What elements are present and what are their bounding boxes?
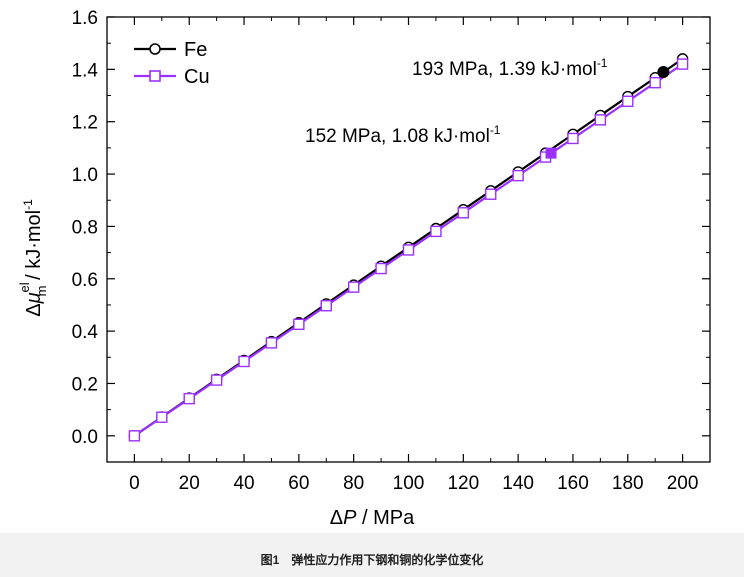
legend: Fe Cu: [134, 39, 210, 88]
y-tick-label: 0.6: [72, 270, 98, 291]
highlight-point-cu: [545, 147, 557, 159]
y-tick-label: 0.4: [72, 322, 99, 343]
highlight-point-fe: [657, 65, 670, 78]
annotation-cu: 152 MPa, 1.08 kJ·mol-1: [305, 123, 501, 147]
x-tick-label: 20: [179, 473, 200, 494]
data-point-cu: [210, 374, 223, 386]
x-tick-label: 0: [129, 473, 140, 494]
y-axis-title: Δμel m / kJ·mol-1: [17, 199, 49, 317]
data-point-cu: [567, 132, 579, 145]
caption-bar: [0, 533, 744, 577]
y-tick-label: 1.6: [72, 8, 98, 29]
data-point-cu: [676, 58, 689, 70]
annotation-fe: 193 MPa, 1.39 kJ·mol-1: [412, 56, 608, 80]
x-tick-label: 160: [557, 473, 589, 494]
data-point-cu: [512, 169, 524, 182]
data-point-cu: [347, 281, 360, 293]
y-tick-label: 1.0: [72, 165, 98, 186]
data-point-cu: [293, 318, 305, 331]
x-tick-label: 100: [393, 473, 425, 494]
data-point-cu: [485, 188, 497, 200]
figure-caption: 图1 弹性应力作用下钢和铜的化学位变化: [260, 553, 484, 567]
data-point-cu: [430, 225, 442, 238]
data-point-cu: [375, 262, 387, 275]
x-tick-label: 40: [233, 473, 254, 494]
x-tick-label: 180: [612, 473, 644, 494]
data-point-cu: [128, 430, 141, 442]
x-tick-label: 200: [667, 473, 699, 494]
data-point-cu: [183, 392, 195, 405]
legend-label-cu: Cu: [184, 66, 210, 88]
x-tick-label: 80: [343, 473, 364, 494]
x-tick-label: 140: [502, 473, 534, 494]
data-point-cu: [594, 114, 607, 126]
x-tick-label: 120: [447, 473, 479, 494]
data-point-cu: [320, 300, 332, 312]
data-point-cu: [622, 95, 634, 107]
data-point-cu: [402, 244, 415, 256]
data-point-cu: [238, 355, 250, 368]
legend-marker-cu: [149, 70, 161, 82]
legend-marker-fe: [149, 43, 161, 55]
chart: 0 20 40 60 80 100 120 140 160 180 200 0.0 0.2 0.4 0.6 0…: [17, 8, 711, 529]
y-tick-label: 0.0: [72, 427, 98, 448]
y-tick-label: 0.2: [72, 374, 98, 395]
data-point-cu: [265, 337, 278, 349]
data-point-cu: [457, 207, 470, 219]
y-tick-label: 0.8: [72, 217, 98, 238]
data-point-cu: [156, 411, 168, 423]
x-axis-title: ΔP / MPa: [330, 507, 415, 529]
x-tick-label: 60: [288, 473, 309, 494]
data-point-cu: [649, 77, 661, 89]
y-tick-label: 1.2: [72, 113, 98, 134]
y-tick-label: 1.4: [72, 60, 99, 81]
legend-label-fe: Fe: [184, 39, 207, 61]
